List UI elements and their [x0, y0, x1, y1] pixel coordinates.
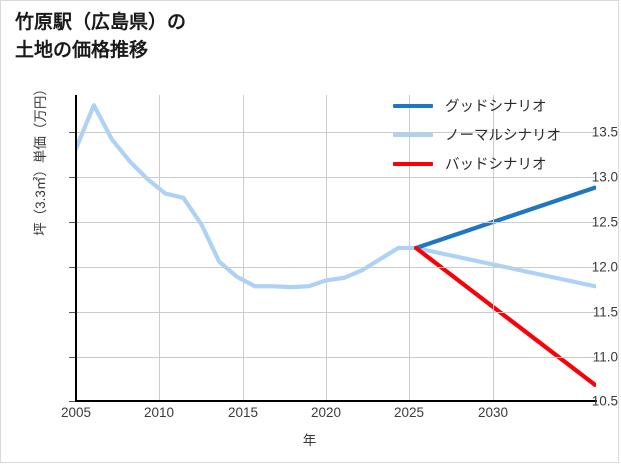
legend-swatch-normal — [393, 132, 433, 137]
tick-label-x-2015: 2015 — [227, 405, 259, 420]
tick-y-12.5 — [69, 222, 75, 223]
chart-title: 竹原駅（広島県）の 土地の価格推移 — [15, 12, 187, 61]
tick-label-x-2010: 2010 — [143, 405, 175, 420]
legend-item-bad[interactable]: バッドシナリオ — [393, 149, 611, 178]
tick-y-12.0 — [69, 267, 75, 268]
gridline-x-2010 — [159, 95, 160, 401]
tick-label-x-2005: 2005 — [60, 405, 92, 420]
tick-y-11.5 — [69, 312, 75, 313]
tick-y-11.0 — [69, 357, 75, 358]
tick-y-13.0 — [69, 177, 75, 178]
gridline-y-12.0 — [75, 267, 596, 268]
tick-label-y-10.5: 10.5 — [591, 393, 618, 409]
tick-label-x-2030: 2030 — [477, 405, 509, 420]
chart-legend: グッドシナリオ ノーマルシナリオ バッドシナリオ — [393, 91, 611, 178]
gridline-x-2020 — [326, 95, 327, 401]
y-axis-line — [75, 95, 77, 402]
tick-label-y-12.0: 12.0 — [591, 259, 618, 275]
tick-label-y-12.5: 12.5 — [591, 214, 618, 230]
x-axis-line — [75, 400, 597, 402]
tick-label-y-11.5: 11.5 — [592, 304, 618, 320]
gridline-y-13.5 — [75, 132, 596, 133]
line-history — [75, 103, 419, 290]
tick-label-y-11.0: 11.0 — [592, 349, 618, 365]
gridline-y-13.0 — [75, 177, 596, 178]
line-bad-scenario — [413, 245, 596, 387]
tick-y-13.5 — [69, 132, 75, 133]
gridline-x-2030 — [493, 95, 494, 401]
tick-label-y-13.0: 13.0 — [591, 169, 618, 185]
tick-y-10.5 — [69, 401, 75, 402]
legend-item-good[interactable]: グッドシナリオ — [393, 91, 611, 120]
gridline-y-11.0 — [75, 357, 596, 358]
gridline-x-2025 — [409, 95, 410, 401]
x-axis-label: 年 — [302, 433, 317, 448]
legend-label-normal: ノーマルシナリオ — [445, 128, 561, 144]
gridline-x-2015 — [243, 95, 244, 401]
tick-label-x-2025: 2025 — [393, 405, 425, 420]
gridline-y-12.5 — [75, 222, 596, 223]
legend-label-bad: バッドシナリオ — [445, 157, 547, 173]
gridline-y-11.5 — [75, 312, 596, 313]
line-good-scenario — [413, 185, 596, 251]
legend-item-normal[interactable]: ノーマルシナリオ — [393, 120, 611, 149]
legend-swatch-bad — [393, 161, 433, 166]
y-axis-label: 坪（3.3㎡）単価（万円） — [33, 82, 48, 236]
legend-swatch-good — [393, 103, 433, 108]
tick-label-y-13.5: 13.5 — [591, 124, 618, 140]
tick-label-x-2020: 2020 — [310, 405, 342, 420]
legend-label-good: グッドシナリオ — [445, 99, 547, 115]
